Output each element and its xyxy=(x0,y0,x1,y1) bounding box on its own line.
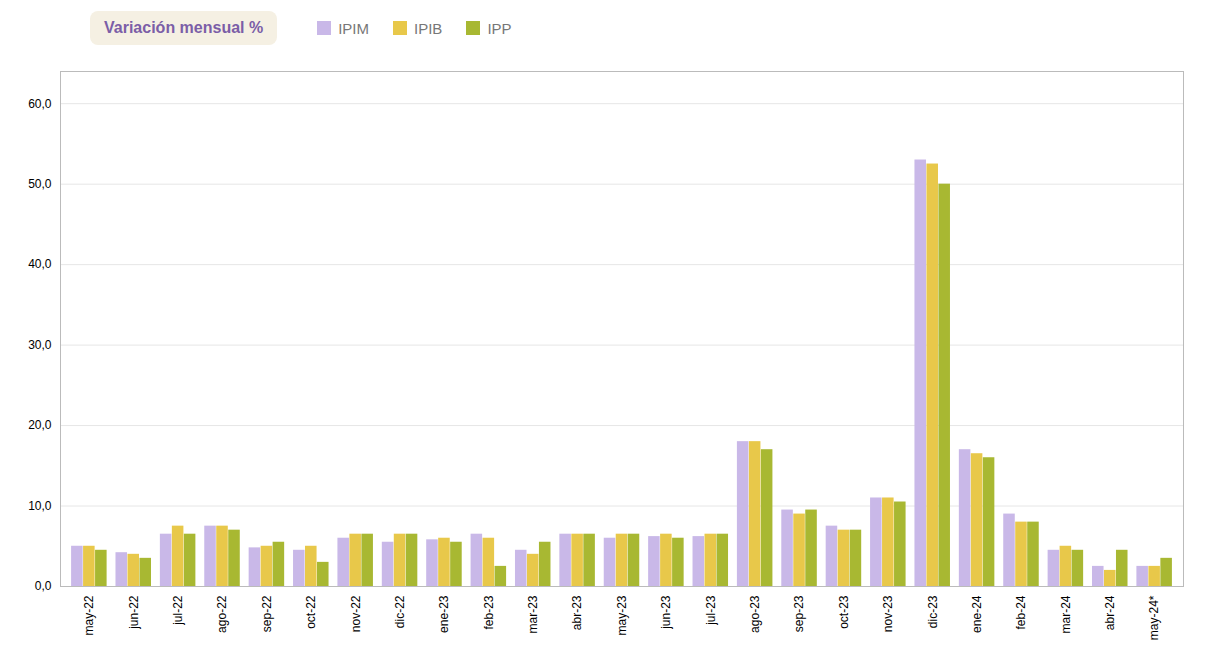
svg-text:jul-22: jul-22 xyxy=(171,595,185,626)
svg-text:jun-23: jun-23 xyxy=(659,595,673,630)
svg-text:50,0: 50,0 xyxy=(28,177,52,191)
svg-text:jul-23: jul-23 xyxy=(704,595,718,626)
svg-text:40,0: 40,0 xyxy=(28,257,52,271)
svg-text:dic-22: dic-22 xyxy=(393,595,407,628)
svg-text:nov-23: nov-23 xyxy=(881,595,895,632)
svg-text:nov-22: nov-22 xyxy=(349,595,363,632)
svg-text:30,0: 30,0 xyxy=(28,338,52,352)
svg-text:may-22: may-22 xyxy=(82,595,96,635)
html-text:IPP: IPP xyxy=(487,19,512,37)
svg-text:sep-23: sep-23 xyxy=(792,595,806,632)
svg-text:0,0: 0,0 xyxy=(35,579,52,593)
svg-text:ene-24: ene-24 xyxy=(970,595,984,633)
svg-text:60,0: 60,0 xyxy=(28,97,52,111)
svg-text:dic-23: dic-23 xyxy=(926,595,940,628)
svg-text:abr-23: abr-23 xyxy=(570,595,584,630)
html-text:Variación mensual %: Variación mensual % xyxy=(104,19,264,36)
svg-text:10,0: 10,0 xyxy=(28,499,52,513)
svg-text:oct-22: oct-22 xyxy=(304,595,318,629)
svg-text:ago-22: ago-22 xyxy=(215,595,229,633)
svg-text:may-23: may-23 xyxy=(615,595,629,635)
html-text:IPIB: IPIB xyxy=(414,19,443,37)
svg-text:20,0: 20,0 xyxy=(28,418,52,432)
svg-text:ago-23: ago-23 xyxy=(748,595,762,633)
svg-text:sep-22: sep-22 xyxy=(260,595,274,632)
svg-text:ene-23: ene-23 xyxy=(437,595,451,633)
svg-text:mar-23: mar-23 xyxy=(526,595,540,633)
svg-text:feb-24: feb-24 xyxy=(1014,595,1028,629)
svg-text:jun-22: jun-22 xyxy=(127,595,141,630)
html-text:IPIM: IPIM xyxy=(338,19,369,37)
svg-text:oct-23: oct-23 xyxy=(837,595,851,629)
svg-text:abr-24: abr-24 xyxy=(1103,595,1117,630)
svg-text:feb-23: feb-23 xyxy=(482,595,496,629)
svg-text:may-24*: may-24* xyxy=(1147,595,1161,640)
svg-text:mar-24: mar-24 xyxy=(1059,595,1073,633)
